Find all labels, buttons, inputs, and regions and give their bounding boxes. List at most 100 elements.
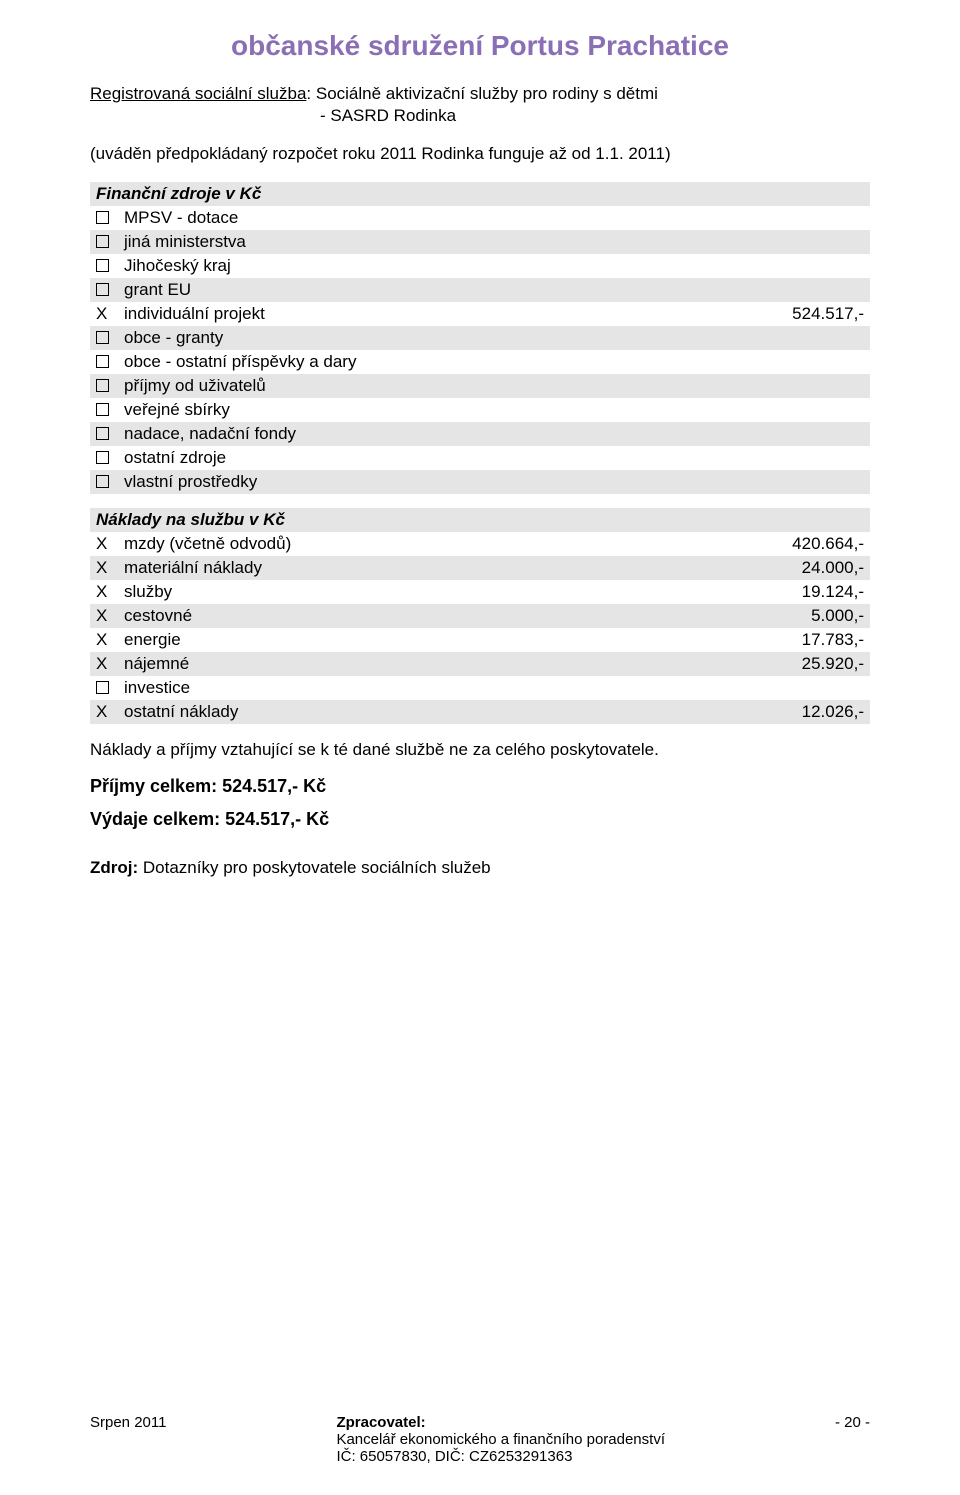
table-row: veřejné sbírky	[90, 398, 870, 422]
row-label: příjmy od uživatelů	[118, 374, 750, 398]
table-row: nadace, nadační fondy	[90, 422, 870, 446]
checkbox-icon	[96, 379, 109, 392]
row-value: 19.124,-	[750, 580, 870, 604]
row-label: individuální projekt	[118, 302, 750, 326]
row-label: veřejné sbírky	[118, 398, 750, 422]
service-name: : Sociálně aktivizační služby pro rodiny…	[306, 84, 658, 103]
row-label: MPSV - dotace	[118, 206, 750, 230]
row-value: 524.517,-	[750, 302, 870, 326]
row-label: investice	[118, 676, 750, 700]
row-mark	[90, 206, 118, 230]
row-mark	[90, 374, 118, 398]
checkbox-icon	[96, 475, 109, 488]
row-mark	[90, 422, 118, 446]
table-row: příjmy od uživatelů	[90, 374, 870, 398]
table-row: Xenergie17.783,-	[90, 628, 870, 652]
row-value	[750, 374, 870, 398]
row-value	[750, 470, 870, 494]
row-value	[750, 278, 870, 302]
table-row: grant EU	[90, 278, 870, 302]
footer-page-number: - 20 -	[835, 1414, 870, 1431]
table-row: obce - ostatní příspěvky a dary	[90, 350, 870, 374]
table-row: Xindividuální projekt524.517,-	[90, 302, 870, 326]
finance-table: Finanční zdroje v KčMPSV - dotacejiná mi…	[90, 182, 870, 724]
table-row: Xmateriální náklady24.000,-	[90, 556, 870, 580]
row-value	[750, 350, 870, 374]
row-label: Jihočeský kraj	[118, 254, 750, 278]
row-value: 25.920,-	[750, 652, 870, 676]
page-title: občanské sdružení Portus Prachatice	[90, 30, 870, 62]
row-value	[750, 398, 870, 422]
checkbox-icon	[96, 451, 109, 464]
table-row: jiná ministerstva	[90, 230, 870, 254]
row-value	[750, 422, 870, 446]
row-value	[750, 326, 870, 350]
row-mark	[90, 676, 118, 700]
row-label: nájemné	[118, 652, 750, 676]
row-label: materiální náklady	[118, 556, 750, 580]
row-label: grant EU	[118, 278, 750, 302]
page: občanské sdružení Portus Prachatice Regi…	[0, 0, 960, 1495]
row-mark	[90, 398, 118, 422]
source-text: Dotazníky pro poskytovatele sociálních s…	[138, 858, 490, 877]
row-value: 24.000,-	[750, 556, 870, 580]
row-mark	[90, 446, 118, 470]
row-label: mzdy (včetně odvodů)	[118, 532, 750, 556]
row-value: 5.000,-	[750, 604, 870, 628]
row-value: 12.026,-	[750, 700, 870, 724]
row-mark: X	[90, 652, 118, 676]
table-row: Xmzdy (včetně odvodů)420.664,-	[90, 532, 870, 556]
row-mark: X	[90, 532, 118, 556]
row-mark	[90, 326, 118, 350]
row-value	[750, 254, 870, 278]
footer-date: Srpen 2011	[90, 1414, 166, 1431]
row-label: obce - ostatní příspěvky a dary	[118, 350, 750, 374]
checkbox-icon	[96, 235, 109, 248]
row-mark	[90, 278, 118, 302]
footer-author-title: Zpracovatel:	[336, 1414, 425, 1431]
row-mark	[90, 350, 118, 374]
table-row: obce - granty	[90, 326, 870, 350]
row-value: 17.783,-	[750, 628, 870, 652]
budget-note: (uváděn předpokládaný rozpočet roku 2011…	[90, 144, 870, 164]
row-mark: X	[90, 580, 118, 604]
table-row: vlastní prostředky	[90, 470, 870, 494]
table-row: investice	[90, 676, 870, 700]
row-label: ostatní zdroje	[118, 446, 750, 470]
row-mark: X	[90, 700, 118, 724]
row-label: služby	[118, 580, 750, 604]
row-mark	[90, 470, 118, 494]
expense-total: Výdaje celkem: 524.517,- Kč	[90, 809, 870, 830]
checkbox-icon	[96, 403, 109, 416]
table-row: Xnájemné25.920,-	[90, 652, 870, 676]
checkbox-icon	[96, 427, 109, 440]
row-mark: X	[90, 556, 118, 580]
row-label: ostatní náklady	[118, 700, 750, 724]
row-value	[750, 206, 870, 230]
row-mark: X	[90, 302, 118, 326]
footer: Srpen 2011 Zpracovatel: Kancelář ekonomi…	[90, 1414, 870, 1465]
row-mark	[90, 230, 118, 254]
checkbox-icon	[96, 283, 109, 296]
row-mark: X	[90, 604, 118, 628]
service-line: Registrovaná sociální služba: Sociálně a…	[90, 84, 870, 104]
table-row: Xostatní náklady12.026,-	[90, 700, 870, 724]
footnote-text: Náklady a příjmy vztahující se k té dané…	[90, 740, 870, 760]
section-heading: Náklady na službu v Kč	[90, 508, 750, 532]
source-line: Zdroj: Dotazníky pro poskytovatele sociá…	[90, 858, 870, 878]
income-total: Příjmy celkem: 524.517,- Kč	[90, 776, 870, 797]
checkbox-icon	[96, 211, 109, 224]
checkbox-icon	[96, 355, 109, 368]
table-row: MPSV - dotace	[90, 206, 870, 230]
row-label: jiná ministerstva	[118, 230, 750, 254]
row-label: obce - granty	[118, 326, 750, 350]
footer-author-line1: Kancelář ekonomického a finančního porad…	[336, 1431, 665, 1448]
row-value	[750, 230, 870, 254]
table-row: Jihočeský kraj	[90, 254, 870, 278]
row-mark: X	[90, 628, 118, 652]
row-label: nadace, nadační fondy	[118, 422, 750, 446]
row-mark	[90, 254, 118, 278]
row-label: energie	[118, 628, 750, 652]
table-row: Xcestovné5.000,-	[90, 604, 870, 628]
checkbox-icon	[96, 259, 109, 272]
